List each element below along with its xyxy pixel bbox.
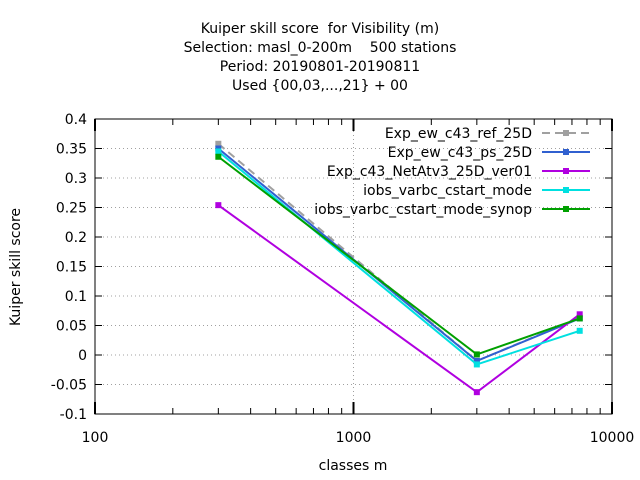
title-line-3: Period: 20190801-20190811 <box>219 59 421 75</box>
data-point <box>215 140 222 147</box>
series-line <box>217 204 581 394</box>
x-axis-label: classes m <box>319 458 388 474</box>
x-tick-label: 10000 <box>590 430 635 446</box>
series-line <box>217 147 581 363</box>
title-line-4: Used {00,03,...,21} + 00 <box>232 78 408 94</box>
y-tick-label: 0.1 <box>65 289 87 305</box>
y-axis-ticks: -0.1 -0.05 0 0.05 0.1 0.15 0.2 0.25 0.3 0.35 0.4 <box>51 112 612 423</box>
data-point <box>215 153 222 160</box>
y-tick-label: 0.35 <box>56 142 87 158</box>
y-tick-label: 0 <box>78 348 87 364</box>
legend: Exp_ew_c43_ref_25D Exp_ew_c43_ps_25D Exp_c… <box>314 126 590 218</box>
chart-title: Kuiper skill score for Visibility (m) Se… <box>0 20 640 96</box>
data-point <box>576 315 583 322</box>
y-tick-label: -0.05 <box>51 378 87 394</box>
legend-label: Exp_ew_c43_ref_25D <box>385 126 532 142</box>
data-point <box>576 311 583 318</box>
series-group <box>215 140 583 396</box>
title-line-2: Selection: masl_0-200m 500 stations <box>183 40 457 56</box>
y-tick-label: 0.05 <box>56 319 87 335</box>
y-tick-label: -0.1 <box>60 407 87 423</box>
legend-marker <box>563 130 569 136</box>
legend-marker <box>563 168 569 174</box>
legend-marker <box>563 206 569 212</box>
data-point <box>576 327 583 334</box>
legend-label: iobs_varbc_cstart_mode_synop <box>314 202 532 218</box>
y-tick-label: 0.4 <box>65 112 87 128</box>
y-tick-label: 0.2 <box>65 230 87 246</box>
data-point <box>215 202 222 209</box>
x-tick-label: 100 <box>82 430 109 446</box>
x-tick-label: 1000 <box>336 430 372 446</box>
data-point <box>473 357 480 364</box>
legend-label: Exp_ew_c43_ps_25D <box>388 145 532 161</box>
data-point <box>215 148 222 155</box>
y-tick-label: 0.15 <box>56 260 87 276</box>
data-point <box>473 361 480 368</box>
y-axis-label: Kuiper skill score <box>8 208 24 326</box>
legend-label: iobs_varbc_cstart_mode <box>363 183 532 199</box>
data-point <box>473 351 480 358</box>
data-point <box>473 389 480 396</box>
title-line-1: Kuiper skill score for Visibility (m) <box>200 21 440 37</box>
x-axis-ticks: 100 1000 10000 <box>82 119 635 446</box>
y-tick-label: 0.25 <box>56 201 87 217</box>
legend-marker <box>563 187 569 193</box>
plot-frame <box>94 118 613 415</box>
legend-label: Exp_c43_NetAtv3_25D_ver01 <box>327 164 532 180</box>
y-tick-label: 0.3 <box>65 171 87 187</box>
legend-marker <box>563 149 569 155</box>
